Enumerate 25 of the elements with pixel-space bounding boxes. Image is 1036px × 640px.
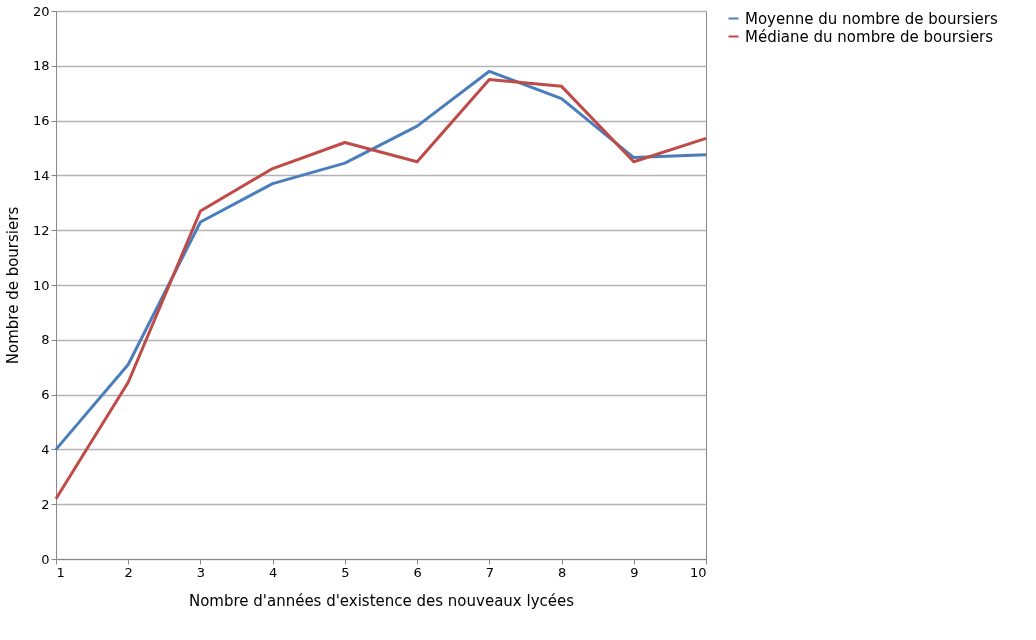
x-tick-label: 6 xyxy=(413,564,422,580)
x-tick-label: 4 xyxy=(269,564,278,580)
x-axis-title: Nombre d'années d'existence des nouveaux lycées xyxy=(188,591,575,610)
x-tick-label: 10 xyxy=(689,564,707,580)
y-axis-title: Nombre de boursiers xyxy=(3,206,22,365)
legend-label: Médiane du nombre de boursiers xyxy=(745,27,994,46)
y-tick-label: 18 xyxy=(32,58,50,74)
y-tick-label: 2 xyxy=(41,496,50,512)
y-tick-label: 12 xyxy=(32,222,50,238)
x-tick-label: 1 xyxy=(56,564,65,580)
y-tick-label: 16 xyxy=(32,113,50,129)
y-tick-label: 14 xyxy=(32,167,50,183)
x-tick-label: 2 xyxy=(124,564,133,580)
y-tick-label: 6 xyxy=(41,387,50,403)
legend-label: Moyenne du nombre de boursiers xyxy=(745,9,998,28)
y-tick-label: 10 xyxy=(32,277,50,293)
x-tick-label: 9 xyxy=(630,564,639,580)
y-tick-label: 8 xyxy=(41,332,50,348)
x-tick-label: 7 xyxy=(485,564,494,580)
x-tick-label: 5 xyxy=(341,564,350,580)
x-tick-label: 8 xyxy=(557,564,567,580)
y-tick-label: 0 xyxy=(41,551,50,567)
y-tick-label: 20 xyxy=(32,3,50,19)
y-tick-label: 4 xyxy=(41,441,50,457)
x-tick-label: 3 xyxy=(196,564,206,580)
